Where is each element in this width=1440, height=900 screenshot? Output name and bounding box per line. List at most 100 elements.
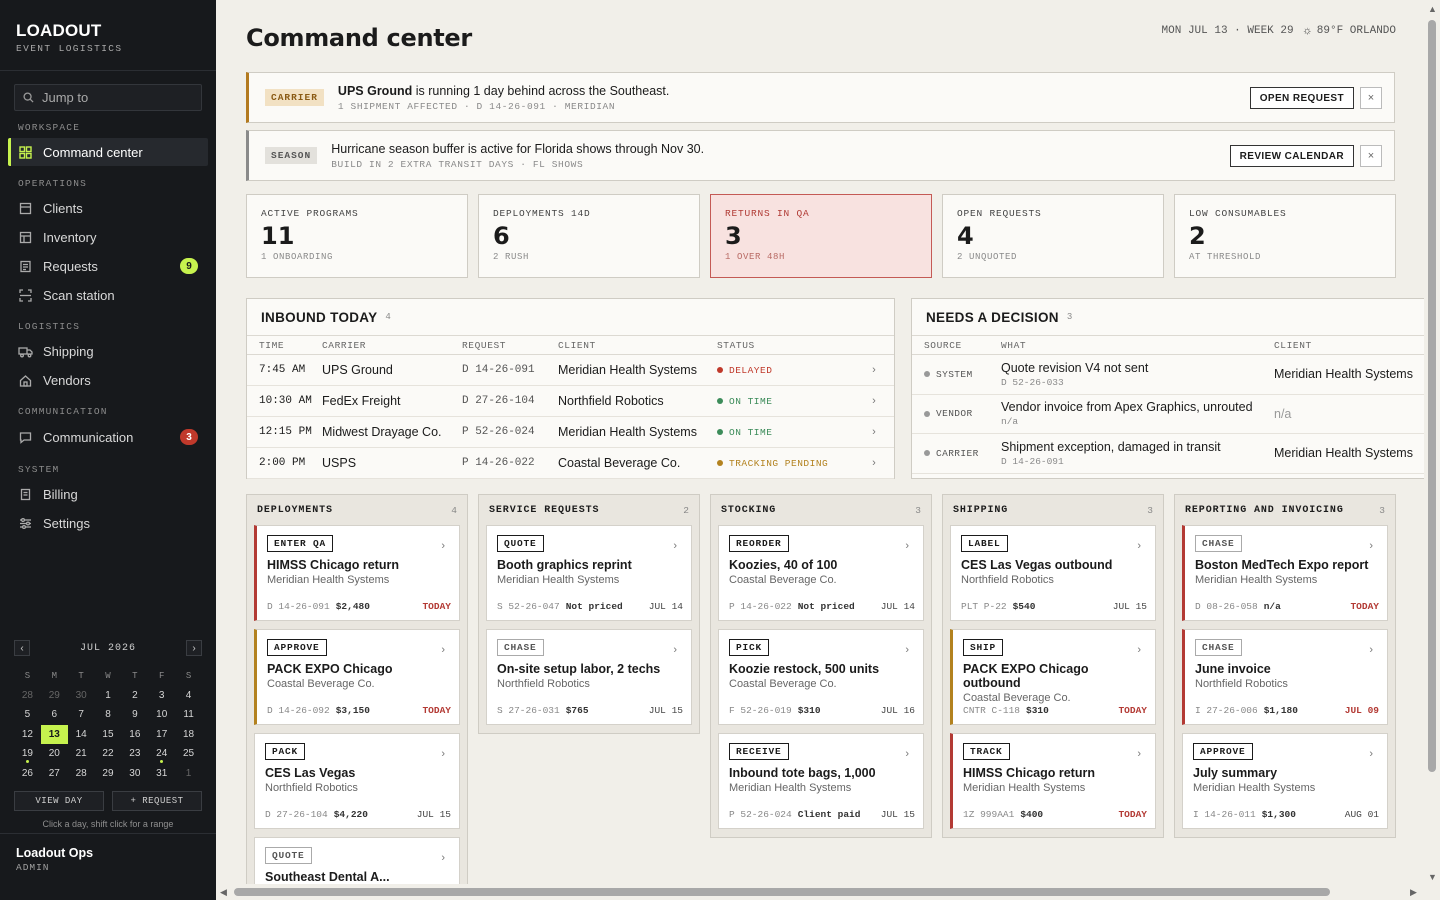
vertical-scroll-thumb[interactable] (1428, 20, 1436, 772)
chevron-right-icon[interactable]: › (905, 540, 909, 552)
chevron-right-icon[interactable]: › (1369, 540, 1373, 552)
chevron-right-icon[interactable]: › (854, 354, 894, 386)
task-card[interactable]: CHASE › June invoice Northfield Robotics I 2… (1182, 629, 1388, 725)
nav-shipping[interactable]: Shipping (8, 337, 208, 365)
calendar-day[interactable]: 23 (129, 748, 141, 760)
calendar-day[interactable]: 8 (105, 709, 111, 721)
nav-billing[interactable]: Billing (8, 480, 208, 508)
calendar-day[interactable]: 11 (183, 709, 194, 721)
calendar-day[interactable]: 25 (183, 748, 195, 760)
calendar-day[interactable]: 9 (132, 709, 138, 721)
table-row[interactable]: VENDOR Vendor invoice from Apex Graphics,… (912, 394, 1424, 434)
close-icon[interactable]: × (1360, 145, 1382, 167)
nav-scan-station[interactable]: Scan station (8, 281, 208, 309)
task-card[interactable]: REORDER › Koozies, 40 of 100 Coastal Bevera… (718, 525, 924, 621)
nav-communication[interactable]: Communication 3 (8, 423, 208, 451)
calendar-day[interactable]: 20 (48, 748, 60, 760)
calendar-day[interactable]: 19 (14, 744, 41, 764)
nav-vendors[interactable]: Vendors (8, 366, 208, 394)
stat-returns-in-qa[interactable]: RETURNS IN QA 3 1 OVER 48H (710, 194, 932, 278)
task-card[interactable]: QUOTE › Booth graphics reprint Meridian Hea… (486, 525, 692, 621)
horizontal-scrollbar[interactable]: ◀ ▶ (216, 884, 1424, 900)
calendar-day[interactable]: 6 (51, 709, 58, 721)
calendar-day[interactable]: 29 (102, 767, 114, 779)
stat-low-consumables[interactable]: LOW CONSUMABLES 2 AT THRESHOLD (1174, 194, 1396, 278)
chevron-right-icon[interactable]: › (1137, 644, 1141, 656)
vertical-scrollbar[interactable]: ▲ ▼ (1424, 0, 1440, 900)
table-row[interactable]: 2:00 PM USPS P 14-26-022 Coastal Beverage C… (247, 447, 894, 479)
calendar-day[interactable]: 30 (75, 689, 87, 701)
calendar-day[interactable]: 21 (75, 748, 87, 760)
chevron-right-icon[interactable]: › (441, 748, 445, 760)
calendar-day[interactable]: 30 (129, 767, 141, 779)
scroll-up-icon[interactable]: ▲ (1428, 4, 1437, 14)
scroll-down-icon[interactable]: ▼ (1428, 872, 1437, 882)
request-cell[interactable]: P 52-26-024 (462, 416, 558, 448)
task-card[interactable]: SHIP › PACK EXPO Chicago outbound Coastal B… (950, 629, 1156, 725)
scroll-left-icon[interactable]: ◀ (220, 887, 227, 897)
calendar-day[interactable]: 1 (105, 689, 111, 701)
task-card[interactable]: RECEIVE › Inbound tote bags, 1,000 Meridian… (718, 733, 924, 829)
task-card[interactable]: PICK › Koozie restock, 500 units Coastal Be… (718, 629, 924, 725)
scroll-right-icon[interactable]: ▶ (1410, 887, 1417, 897)
chevron-right-icon[interactable]: › (854, 385, 894, 417)
chevron-right-icon[interactable]: › (854, 416, 894, 448)
chevron-right-icon[interactable]: › (441, 852, 445, 864)
chevron-right-icon[interactable]: › (1369, 748, 1373, 760)
nav-inventory[interactable]: Inventory (8, 223, 208, 251)
calendar-day[interactable]: 29 (48, 689, 60, 701)
close-icon[interactable]: × (1360, 87, 1382, 109)
calendar-day[interactable]: 5 (24, 709, 31, 721)
review-calendar-button[interactable]: REVIEW CALENDAR (1229, 145, 1354, 167)
chevron-right-icon[interactable]: › (1369, 644, 1373, 656)
chevron-right-icon[interactable]: › (441, 540, 445, 552)
calendar-day[interactable]: 28 (75, 767, 87, 779)
nav-clients[interactable]: Clients (8, 194, 208, 222)
task-card[interactable]: APPROVE › PACK EXPO Chicago Coastal Beverag… (254, 629, 460, 725)
table-row[interactable]: 12:15 PM Midwest Drayage Co. P 52-26-024 Me… (247, 416, 894, 448)
task-card[interactable]: TRACK › HIMSS Chicago return Meridian Healt… (950, 733, 1156, 829)
chevron-right-icon[interactable]: › (1137, 540, 1141, 552)
calendar-day[interactable]: 31 (156, 767, 168, 779)
user-profile[interactable]: Loadout Ops ADMIN (0, 833, 216, 885)
nav-settings[interactable]: Settings (8, 509, 208, 537)
calendar-day[interactable]: 15 (102, 728, 114, 740)
table-row[interactable]: 10:30 AM FedEx Freight D 27-26-104 Northfie… (247, 385, 894, 417)
task-card[interactable]: CHASE › Boston MedTech Expo report Meridian… (1182, 525, 1388, 621)
chevron-right-icon[interactable]: › (854, 447, 894, 479)
calendar-day[interactable]: 26 (21, 767, 33, 779)
stat-active-programs[interactable]: ACTIVE PROGRAMS 11 1 ONBOARDING (246, 194, 468, 278)
add-request-button[interactable]: + REQUEST (112, 791, 202, 811)
calendar-day[interactable]: 14 (75, 728, 87, 740)
chevron-right-icon[interactable]: › (905, 748, 909, 760)
calendar-day[interactable]: 4 (185, 689, 192, 701)
request-cell[interactable]: D 14-26-091 (462, 354, 558, 386)
calendar-day[interactable]: 10 (156, 709, 168, 721)
stat-deployments[interactable]: DEPLOYMENTS 14D 6 2 RUSH (478, 194, 700, 278)
calendar-day[interactable]: 18 (183, 728, 195, 740)
calendar-day[interactable]: 13 (40, 724, 68, 744)
calendar-day[interactable]: 2 (132, 689, 138, 701)
request-cell[interactable]: P 14-26-022 (462, 447, 558, 479)
calendar-day[interactable]: 16 (129, 728, 141, 740)
open-request-button[interactable]: OPEN REQUEST (1249, 87, 1354, 109)
chevron-right-icon[interactable]: › (1137, 748, 1141, 760)
task-card[interactable]: APPROVE › July summary Meridian Health Syst… (1182, 733, 1388, 829)
nav-command-center[interactable]: Command center (8, 138, 208, 166)
calendar-day[interactable]: 3 (158, 689, 165, 701)
request-cell[interactable]: D 27-26-104 (462, 385, 558, 417)
chevron-right-icon[interactable]: › (441, 644, 445, 656)
next-month-button[interactable]: › (185, 640, 202, 656)
brand[interactable]: LOADOUT EVENT LOGISTICS (0, 0, 216, 54)
table-row[interactable]: 7:45 AM UPS Ground D 14-26-091 Meridian Hea… (247, 354, 894, 386)
horizontal-scroll-thumb[interactable] (234, 888, 1330, 896)
view-day-button[interactable]: VIEW DAY (14, 791, 104, 811)
chevron-right-icon[interactable]: › (673, 540, 677, 552)
calendar-day[interactable]: 27 (48, 767, 60, 779)
calendar-day[interactable]: 24 (148, 744, 175, 764)
table-row[interactable]: CARRIER Shipment exception, damaged in tr… (912, 433, 1424, 474)
calendar-day[interactable]: 7 (78, 709, 84, 721)
nav-requests[interactable]: Requests 9 (8, 252, 208, 280)
task-card[interactable]: ENTER QA › HIMSS Chicago return Meridian He… (254, 525, 460, 621)
task-card[interactable]: QUOTE › Southeast Dental A... (254, 837, 460, 884)
